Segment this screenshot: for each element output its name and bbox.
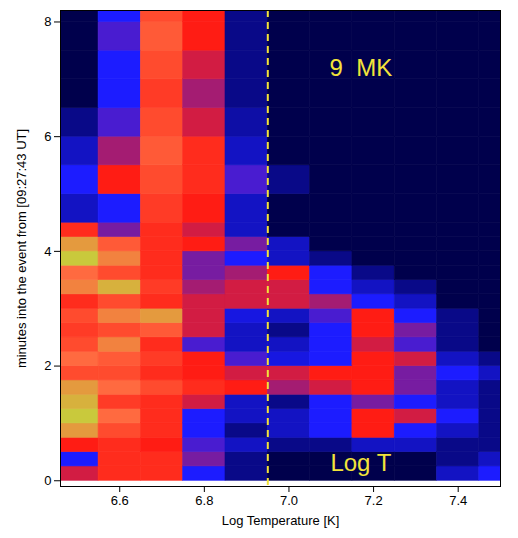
svg-text:0: 0 <box>44 473 51 488</box>
svg-text:7.2: 7.2 <box>365 493 383 508</box>
svg-text:6: 6 <box>44 129 51 144</box>
svg-text:9 MK: 9 MK <box>330 54 393 81</box>
svg-text:8: 8 <box>44 14 51 29</box>
svg-text:6.6: 6.6 <box>111 493 129 508</box>
svg-text:6.8: 6.8 <box>195 493 213 508</box>
svg-text:7.4: 7.4 <box>449 493 467 508</box>
svg-text:Log Temperature [K]: Log Temperature [K] <box>222 513 340 528</box>
svg-text:4: 4 <box>44 244 51 259</box>
svg-text:Log T: Log T <box>330 449 391 476</box>
svg-text:7.0: 7.0 <box>280 493 298 508</box>
svg-text:2: 2 <box>44 358 51 373</box>
svg-text:minutes into the event from [0: minutes into the event from [09:27:43 UT… <box>14 129 29 368</box>
